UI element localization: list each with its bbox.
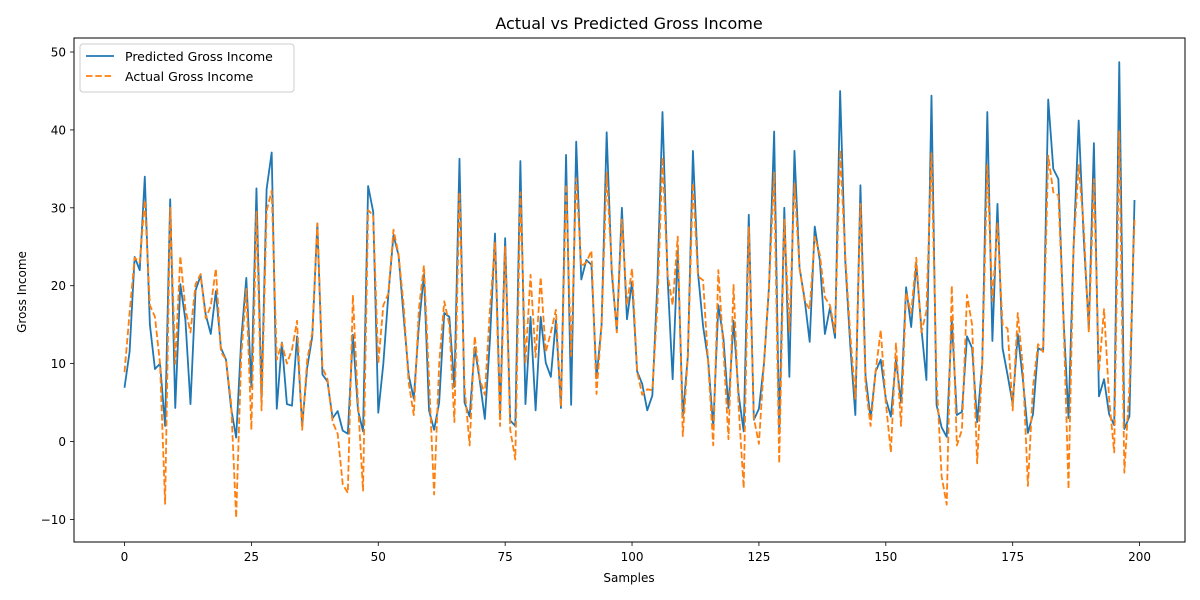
x-tick-label: 125 xyxy=(747,550,770,564)
series-line-actual xyxy=(123,129,1136,519)
legend: Predicted Gross Income Actual Gross Incom… xyxy=(79,43,295,93)
plot-frame xyxy=(73,37,1186,543)
y-axis-label: Gross Income xyxy=(15,251,29,333)
x-tick-label: 25 xyxy=(244,550,259,564)
series-line-predicted xyxy=(123,61,1136,439)
y-axis: −10 0 10 20 30 40 50 xyxy=(41,46,74,527)
x-tick-label: 75 xyxy=(498,550,513,564)
x-tick-label: 0 xyxy=(121,550,129,564)
x-axis: 0 25 50 75 100 125 150 175 200 xyxy=(121,542,1151,564)
y-tick-label: 20 xyxy=(51,279,66,293)
x-tick-label: 150 xyxy=(874,550,897,564)
x-tick-label: 175 xyxy=(1001,550,1024,564)
x-axis-label: Samples xyxy=(603,571,654,585)
x-tick-label: 200 xyxy=(1128,550,1151,564)
y-tick-label: −10 xyxy=(41,513,66,527)
y-tick-label: 30 xyxy=(51,201,66,215)
legend-entry-label: Actual Gross Income xyxy=(125,69,254,84)
y-tick-label: 0 xyxy=(58,435,66,449)
y-tick-label: 50 xyxy=(51,46,66,60)
y-tick-label: 10 xyxy=(51,357,66,371)
y-tick-label: 40 xyxy=(51,123,66,137)
x-tick-label: 100 xyxy=(621,550,644,564)
x-tick-label: 50 xyxy=(371,550,386,564)
legend-box xyxy=(79,43,295,93)
chart-title: Actual vs Predicted Gross Income xyxy=(495,14,762,33)
legend-entry-label: Predicted Gross Income xyxy=(125,49,273,64)
